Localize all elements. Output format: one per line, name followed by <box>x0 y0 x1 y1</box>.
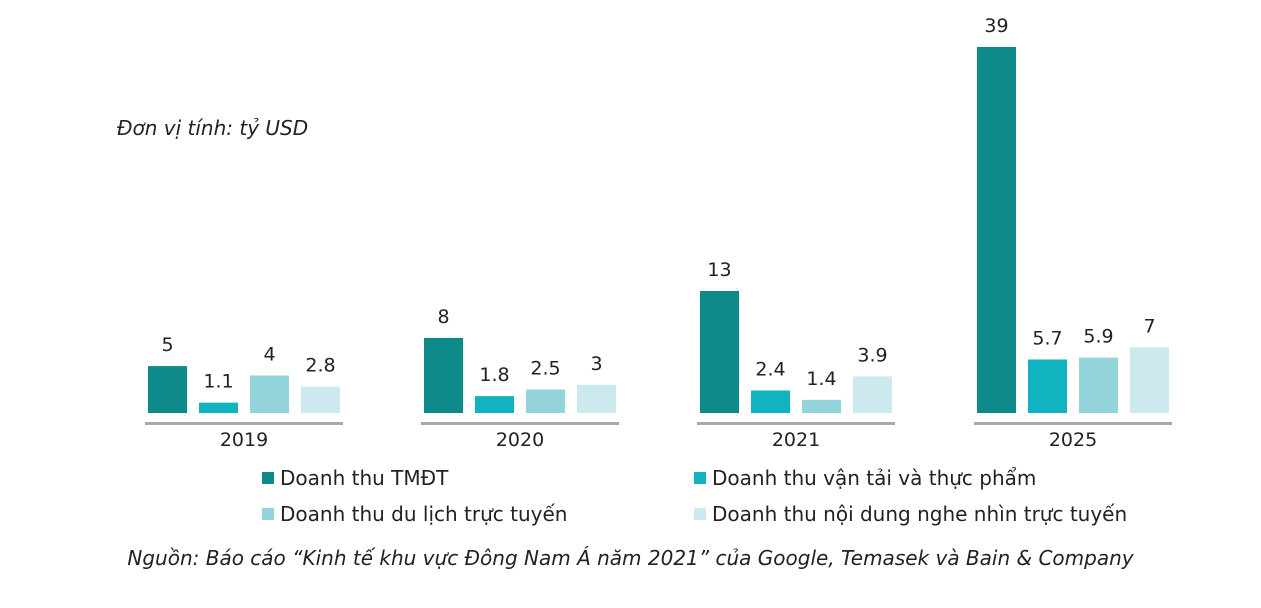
data-label: 5 <box>161 334 173 356</box>
data-label: 1.8 <box>479 364 509 386</box>
bar <box>700 291 739 413</box>
bar <box>1079 357 1118 413</box>
data-label: 2.5 <box>530 358 560 380</box>
x-tick-label: 2025 <box>1049 429 1097 451</box>
bar <box>853 376 892 413</box>
unit-label: Đơn vị tính: tỷ USD <box>117 116 309 140</box>
x-tick-label: 2021 <box>772 429 820 451</box>
bar <box>301 386 340 413</box>
data-label: 39 <box>984 15 1008 37</box>
bar <box>424 337 463 413</box>
data-label: 8 <box>437 306 449 328</box>
axis-line <box>974 422 1172 425</box>
data-label: 4 <box>263 343 275 365</box>
data-label: 7 <box>1143 315 1155 337</box>
x-tick-label: 2019 <box>220 429 268 451</box>
data-label: 13 <box>707 259 731 281</box>
bar <box>148 366 187 413</box>
axis-line <box>697 422 895 425</box>
axis-line <box>145 422 343 425</box>
source-note: Nguồn: Báo cáo “Kinh tế khu vực Đông Nam… <box>127 546 1134 570</box>
data-label: 1.1 <box>203 371 233 393</box>
data-label: 3.9 <box>857 344 887 366</box>
bar <box>1028 359 1067 413</box>
data-label: 1.4 <box>806 368 836 390</box>
bar <box>977 47 1016 413</box>
bar <box>577 384 616 413</box>
bars-layer: 5 1.1 4 2.8 8 1.8 2.5 3 13 2.4 1.4 3.9 39 5.7 5.9 7 <box>148 15 1169 413</box>
bar <box>526 389 565 413</box>
bar <box>751 390 790 413</box>
bar <box>199 402 238 413</box>
bar <box>802 399 841 413</box>
data-label: 5.9 <box>1083 326 1113 348</box>
x-tick-label: 2020 <box>496 429 544 451</box>
bar <box>475 396 514 413</box>
bar <box>250 375 289 413</box>
data-label: 2.8 <box>305 355 335 377</box>
data-label: 5.7 <box>1032 328 1062 350</box>
data-label: 2.4 <box>755 358 785 380</box>
axis-line <box>421 422 619 425</box>
axis-layer: 2019 2020 2021 2025 <box>145 422 1172 451</box>
data-label: 3 <box>590 353 602 375</box>
bar <box>1130 347 1169 413</box>
